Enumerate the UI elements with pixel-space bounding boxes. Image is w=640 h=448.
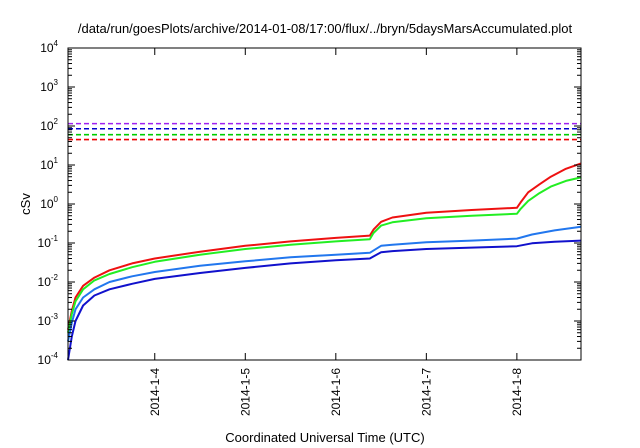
series-line (67, 176, 582, 333)
series-line (67, 239, 582, 361)
y-tick-label: 10-3 (38, 312, 59, 328)
y-tick-label: 103 (40, 78, 58, 94)
series-line (67, 225, 582, 342)
series-line (67, 162, 582, 330)
y-tick-label: 101 (40, 156, 58, 172)
y-axis-label: cSv (18, 193, 33, 215)
y-tick-label: 10-1 (38, 234, 59, 250)
chart-title: /data/run/goesPlots/archive/2014-01-08/1… (78, 21, 573, 36)
y-tick-label: 10-2 (38, 273, 59, 289)
series-group (67, 162, 582, 361)
x-tick-label: 2014-1-6 (329, 368, 343, 416)
x-tick-label: 2014-1-5 (238, 368, 252, 416)
x-tick-label: 2014-1-8 (510, 368, 524, 416)
x-tick-label: 2014-1-7 (419, 368, 433, 416)
y-axis: 10-4 10-3 10-2 10-1 100 101 102 103 104 (38, 39, 581, 367)
plot-frame (67, 47, 582, 361)
y-tick-label: 100 (40, 195, 58, 211)
y-tick-label: 10-4 (38, 351, 59, 367)
y-tick-label: 102 (40, 117, 58, 133)
x-tick-label: 2014-1-4 (148, 368, 162, 416)
x-axis-label: Coordinated Universal Time (UTC) (225, 430, 424, 445)
y-tick-label: 104 (40, 39, 58, 55)
reference-lines (68, 122, 581, 141)
x-axis: 2014-1-4 2014-1-5 2014-1-6 2014-1-7 2014-1-8 (148, 48, 524, 416)
